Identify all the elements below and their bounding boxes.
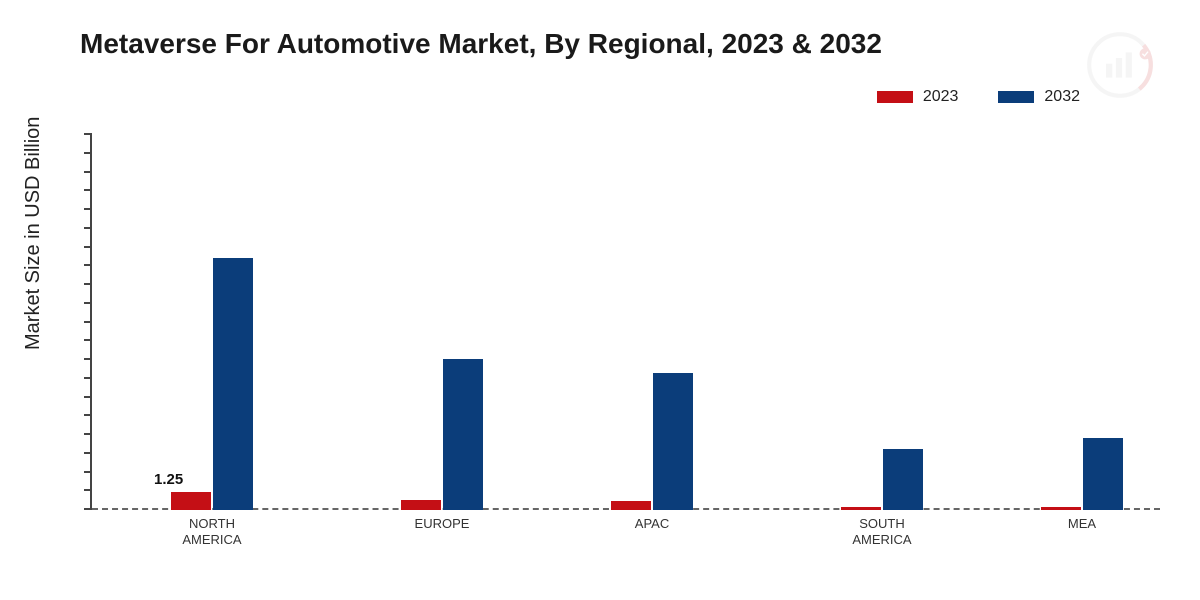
category-label: SOUTHAMERICA (822, 516, 942, 549)
y-tick (84, 471, 92, 473)
bar-value-label: 1.25 (154, 471, 183, 488)
bar-2023 (401, 500, 441, 510)
category-label: EUROPE (382, 516, 502, 532)
y-tick (84, 433, 92, 435)
y-ticks (84, 135, 92, 510)
category-label: MEA (1022, 516, 1142, 532)
y-tick (84, 508, 92, 510)
y-tick (84, 171, 92, 173)
category-label: NORTHAMERICA (152, 516, 272, 549)
legend-item-2023: 2023 (877, 88, 959, 106)
y-tick (84, 489, 92, 491)
y-tick (84, 414, 92, 416)
y-tick (84, 321, 92, 323)
bar-group: 1.25NORTHAMERICA (152, 258, 272, 510)
y-tick (84, 227, 92, 229)
watermark-logo (1085, 30, 1155, 100)
y-tick (84, 358, 92, 360)
y-tick (84, 452, 92, 454)
y-tick (84, 283, 92, 285)
y-tick (84, 133, 92, 135)
bar-2032 (443, 359, 483, 510)
bar-2023 (611, 501, 651, 510)
legend-label-2032: 2032 (1044, 88, 1080, 106)
y-tick (84, 208, 92, 210)
bar-group: SOUTHAMERICA (822, 449, 942, 510)
bar-2032 (1083, 438, 1123, 510)
legend-swatch-2023 (877, 91, 913, 103)
legend: 2023 2032 (877, 88, 1080, 106)
legend-label-2023: 2023 (923, 88, 959, 106)
bar-group: EUROPE (382, 359, 502, 510)
plot-area: 1.25NORTHAMERICA EUROPE APAC SOUTHAMERICA ME… (90, 135, 1160, 510)
bar-2023 (841, 507, 881, 510)
y-tick (84, 264, 92, 266)
legend-swatch-2032 (998, 91, 1034, 103)
y-tick (84, 339, 92, 341)
category-label: APAC (592, 516, 712, 532)
y-tick (84, 246, 92, 248)
y-tick (84, 396, 92, 398)
chart-title: Metaverse For Automotive Market, By Regi… (80, 28, 882, 60)
y-tick (84, 377, 92, 379)
bar-2023 (171, 492, 211, 510)
y-tick (84, 189, 92, 191)
y-axis-label: Market Size in USD Billion (22, 117, 45, 350)
bar-group: MEA (1022, 438, 1142, 510)
bar-group: APAC (592, 373, 712, 510)
bar-2023 (1041, 507, 1081, 510)
legend-item-2032: 2032 (998, 88, 1080, 106)
y-tick (84, 152, 92, 154)
bar-2032 (653, 373, 693, 510)
bar-2032 (883, 449, 923, 510)
y-tick (84, 302, 92, 304)
bar-2032 (213, 258, 253, 510)
